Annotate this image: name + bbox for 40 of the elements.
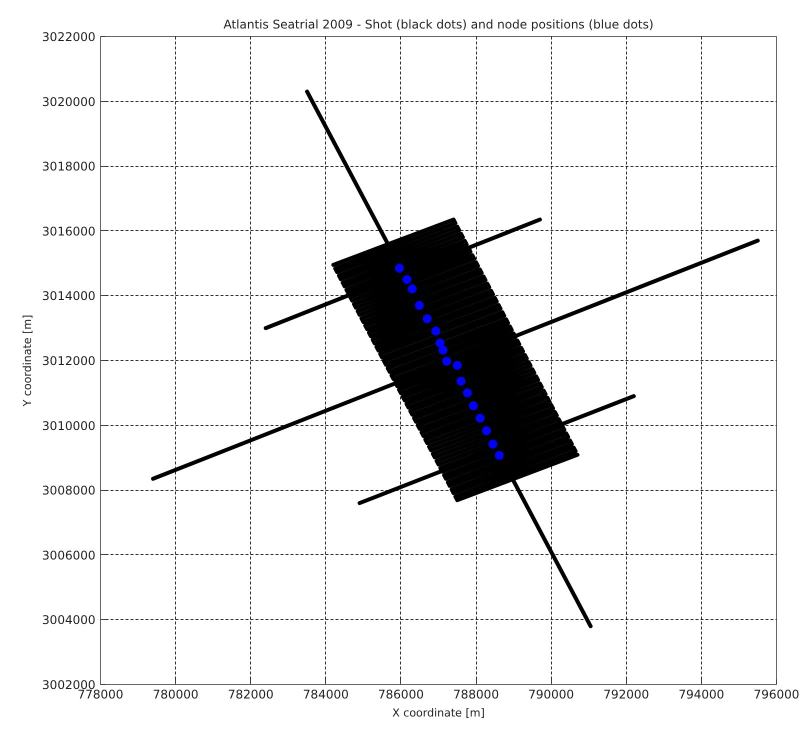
x-tick-label: 782000	[228, 688, 274, 702]
chart-title: Atlantis Seatrial 2009 - Shot (black dots) and node positions (blue dots)	[223, 18, 654, 32]
point	[456, 376, 466, 386]
y-tick-label: 3004000	[42, 613, 96, 628]
y-tick-label: 3014000	[42, 289, 96, 304]
y-tick-label: 3008000	[42, 484, 96, 498]
y-tick-label: 3022000	[42, 30, 96, 44]
point	[494, 450, 504, 460]
x-tick-label: 786000	[378, 688, 424, 702]
x-tick-label: 780000	[152, 688, 199, 702]
y-tick-label: 3010000	[42, 418, 96, 433]
x-tick-label: 796000	[754, 688, 800, 702]
point	[482, 426, 492, 436]
y-tick-label: 3006000	[42, 548, 96, 562]
point	[394, 264, 404, 273]
y-tick-label: 3020000	[42, 94, 96, 109]
y-tick-label: 3012000	[42, 354, 96, 368]
x-tick-label: 790000	[528, 688, 574, 702]
x-tick-label: 788000	[453, 688, 499, 702]
point	[462, 388, 472, 398]
point	[468, 401, 478, 410]
point	[408, 284, 417, 294]
x-axis-title: X coordinate [m]	[392, 706, 485, 720]
y-tick-label: 3016000	[42, 224, 96, 238]
point	[438, 346, 448, 355]
point	[436, 338, 444, 348]
x-tick-label: 784000	[302, 688, 349, 702]
x-tick-label: 778000	[78, 688, 124, 702]
point	[422, 314, 432, 324]
x-tick-label: 794000	[678, 688, 724, 702]
point	[431, 326, 440, 336]
x-tick-label: 792000	[603, 688, 650, 702]
point	[476, 414, 485, 423]
point	[442, 356, 452, 366]
point	[488, 440, 498, 449]
y-axis-title: Y coordinate [m]	[21, 314, 34, 408]
y-tick-label: 3018000	[42, 160, 96, 174]
point	[402, 275, 412, 284]
point	[414, 300, 424, 310]
point	[452, 360, 462, 370]
